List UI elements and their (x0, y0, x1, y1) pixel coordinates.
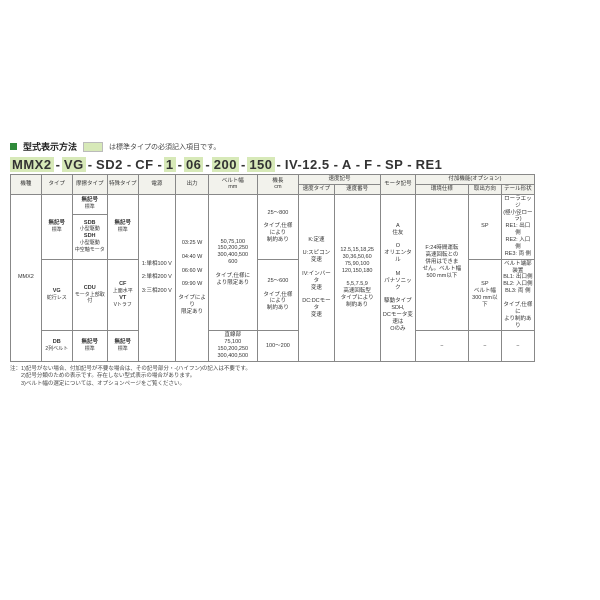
model-dash: - (276, 157, 282, 172)
model-dash: - (87, 157, 93, 172)
model-dash: - (157, 157, 163, 172)
table-cell: 03:25 W04:40 W06:60 W09:90 Wタイプにより限定あり (176, 194, 209, 361)
table-cell: ベルト端部装置BL1: 出口側BL2: 入口側BL3: 両 側タイプ,仕様により… (501, 259, 534, 331)
table-cell: SDB小型駆動SDH小型駆動中空軸モータ (72, 214, 107, 259)
col-header: 機種 (11, 175, 42, 195)
table-cell: 100〜200 (257, 331, 299, 362)
model-seg: MMX2 (10, 157, 54, 172)
col-subheader: 取出方向 (468, 184, 501, 194)
col-header: 摩擦タイプ (72, 175, 107, 195)
col-header: 特殊タイプ (107, 175, 138, 195)
col-header: モータ記号 (380, 175, 415, 195)
table-cell: 無記号標準 (41, 194, 72, 259)
table-cell: 無記号標準 (107, 194, 138, 259)
model-seg: A (340, 157, 354, 172)
model-seg: RE1 (414, 157, 445, 172)
table-cell: CDUモータ上部取付 (72, 259, 107, 331)
footnotes: 注：1)記号がない場合、付加記号が不要な場合は、その記号部分・-(ハイフン)の記… (10, 366, 590, 388)
col-subheader: 環境仕様 (416, 184, 469, 194)
model-seg: SP (383, 157, 405, 172)
table-cell: 直線部75,100150,200,250300,400,500 (209, 331, 257, 362)
table-cell: ローラエッジ(極小径ローラ)RE1: 出口側RE2: 入口側RE3: 両 側 (501, 194, 534, 259)
model-seg: IV-12.5 (283, 157, 332, 172)
table-cell: SPベルト幅300 mm以下 (468, 259, 501, 331)
table-cell: − (468, 331, 501, 362)
table-cell: SP (468, 194, 501, 259)
model-seg: 150 (247, 157, 274, 172)
col-header: 電源 (138, 175, 175, 195)
legend-text: は標準タイプの必須記入項目です。 (109, 142, 220, 152)
model-seg: SD2 (94, 157, 125, 172)
model-dash: - (240, 157, 246, 172)
spec-table: 機種タイプ摩擦タイプ特殊タイプ電源出力ベルト幅mm機長cm速度記号モータ記号付加… (10, 174, 590, 362)
table-cell: 50,75,100150,200,250300,400,500600タイプ,仕様… (209, 194, 257, 331)
table-cell: F:24時間運転高速回転との併用はできません。ベルト幅500 mm以下 (416, 194, 469, 331)
col-header: 付加機能(オプション) (416, 175, 535, 185)
table-cell: 無記号標準 (72, 331, 107, 362)
col-header: 速度記号 (299, 175, 380, 185)
table-cell: DB2列ベルト (41, 331, 72, 362)
model-seg: 1 (164, 157, 176, 172)
model-dash: - (406, 157, 412, 172)
legend-swatch (83, 142, 103, 152)
table-cell: MMX2 (11, 194, 42, 361)
table-cell: 25〜800タイプ,仕様により制約あり (257, 194, 299, 259)
model-dash: - (55, 157, 61, 172)
table-cell: 12.5,15,18,2530,36,50,6075,90,100120,150… (334, 194, 380, 361)
table-cell: 25〜600タイプ,仕様により制約あり (257, 259, 299, 331)
table-cell: 1:単相100 V2:単相200 V3:三相200 V (138, 194, 175, 361)
table-cell: A住友OオリエンタルMパナソニック駆動タイプSDH,DCモータ変速はOのみ (380, 194, 415, 361)
table-cell: 無記号標準 (72, 194, 107, 214)
model-dash: - (177, 157, 183, 172)
col-subheader: 速度番号 (334, 184, 380, 194)
title-marker (10, 143, 17, 150)
model-dash: - (355, 157, 361, 172)
model-dash: - (376, 157, 382, 172)
model-seg: CF (133, 157, 155, 172)
table-cell: VG蛇行レス (41, 259, 72, 331)
col-header: 機長cm (257, 175, 299, 195)
model-seg: 200 (212, 157, 239, 172)
model-dash: - (126, 157, 132, 172)
model-seg: 06 (184, 157, 203, 172)
table-cell: − (501, 331, 534, 362)
model-dash: - (204, 157, 210, 172)
col-subheader: 速度タイプ (299, 184, 334, 194)
col-header: タイプ (41, 175, 72, 195)
model-dash: - (333, 157, 339, 172)
page-title: 型式表示方法 (23, 140, 77, 153)
table-cell: − (416, 331, 469, 362)
col-header: 出力 (176, 175, 209, 195)
col-header: ベルト幅mm (209, 175, 257, 195)
table-cell: K:定速U:スピコン変速IV:インバータ変速DC:DCモータ変速 (299, 194, 334, 361)
col-subheader: テール形状 (501, 184, 534, 194)
model-seg: VG (62, 157, 86, 172)
table-cell: 無記号標準 (107, 331, 138, 362)
model-seg: F (362, 157, 374, 172)
table-cell: CF上面水平VTVトラフ (107, 259, 138, 331)
model-number-row: MMX2-VG-SD2-CF-1-06-200-150-IV-12.5-A-F-… (10, 157, 590, 172)
